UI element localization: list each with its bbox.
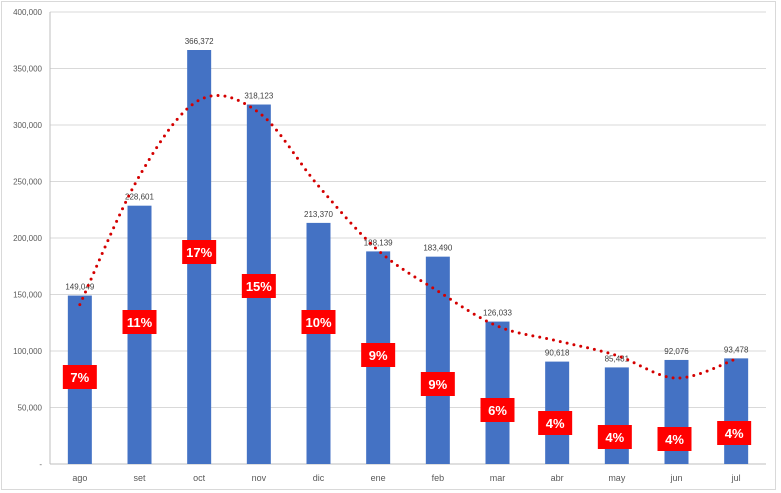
y-tick-label: 350,000 [13, 65, 42, 74]
percent-label: 6% [488, 403, 507, 418]
x-tick-label: set [133, 473, 146, 483]
percent-label: 11% [127, 315, 153, 330]
percent-label-box [420, 372, 455, 396]
percent-label-box [241, 274, 276, 298]
percent-label-box [717, 421, 752, 445]
x-tick-label: nov [252, 473, 267, 483]
value-label: 318,123 [244, 92, 273, 101]
y-tick-label: 300,000 [13, 121, 42, 130]
x-tick-label: oct [193, 473, 206, 483]
bar-feb [425, 256, 450, 464]
percent-label: 17% [186, 245, 212, 260]
trendline [78, 93, 738, 380]
percent-label-box [361, 343, 396, 367]
value-label: 85,481 [605, 354, 630, 363]
bar-may [604, 367, 629, 464]
y-tick-label: 100,000 [13, 347, 42, 356]
x-tick-label: abr [551, 473, 564, 483]
percent-label-box [182, 240, 217, 264]
value-label: 366,372 [185, 37, 214, 46]
value-label: 188,139 [364, 238, 393, 247]
percent-label-box [122, 310, 157, 334]
x-tick-label: feb [432, 473, 445, 483]
x-tick-label: dic [313, 473, 325, 483]
percent-label: 9% [428, 377, 447, 392]
y-tick-label: 50,000 [18, 404, 43, 413]
x-tick-label: ago [72, 473, 87, 483]
value-label: 93,478 [724, 345, 749, 354]
percent-label: 4% [605, 430, 624, 445]
percent-label: 9% [369, 348, 388, 363]
y-tick-label: 200,000 [13, 234, 42, 243]
percent-label-box [538, 411, 573, 435]
bar-set [127, 205, 152, 465]
percent-label: 10% [305, 315, 331, 330]
percent-label-box [480, 398, 515, 422]
y-tick-label: 400,000 [13, 8, 42, 17]
value-label: 183,490 [423, 244, 452, 253]
percent-label: 4% [546, 416, 565, 431]
value-label: 149,049 [65, 283, 94, 292]
y-tick-label: 150,000 [13, 291, 42, 300]
percent-label: 7% [70, 370, 89, 385]
percent-label: 15% [246, 279, 272, 294]
percent-label-box [62, 365, 97, 389]
y-tick-label: 250,000 [13, 178, 42, 187]
percent-label: 4% [725, 426, 744, 441]
value-label: 126,033 [483, 309, 512, 318]
x-tick-label: jun [669, 473, 682, 483]
bar-dic [306, 222, 331, 464]
percent-label: 4% [665, 432, 684, 447]
percent-label-box [657, 427, 692, 451]
value-label: 90,618 [545, 349, 570, 358]
y-tick-label: - [39, 460, 42, 469]
bar-jul [724, 358, 749, 464]
value-label: 92,076 [664, 347, 689, 356]
value-label: 228,601 [125, 193, 154, 202]
x-tick-label: mar [490, 473, 506, 483]
x-tick-label: jul [731, 473, 741, 483]
value-label: 213,370 [304, 210, 333, 219]
x-tick-label: ene [371, 473, 386, 483]
x-tick-label: may [608, 473, 626, 483]
bar-mar [485, 321, 510, 464]
percent-label-box [301, 310, 336, 334]
percent-label-box [597, 425, 632, 449]
